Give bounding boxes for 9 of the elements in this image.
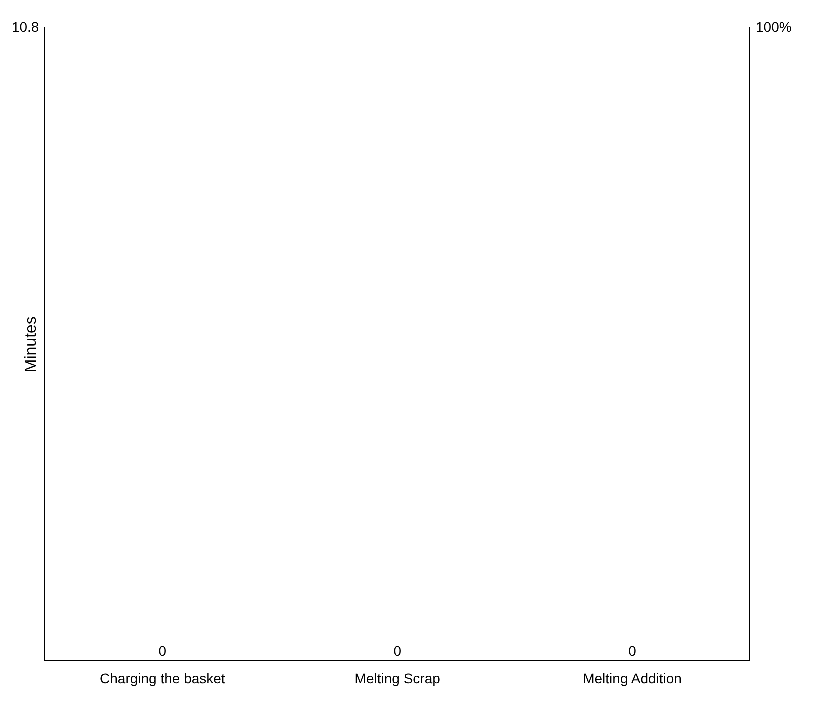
data-label: 0 [628,643,637,660]
text: Minutes [23,316,40,373]
data-label: 0 [158,643,167,660]
data-label: 0 [394,643,402,660]
category-label: Charging the basket [100,670,226,686]
text: 100% [756,18,792,35]
text: 10.8 [12,18,40,35]
category-label: Melting Addition [583,670,682,686]
category-label: Melting Scrap [354,670,441,686]
